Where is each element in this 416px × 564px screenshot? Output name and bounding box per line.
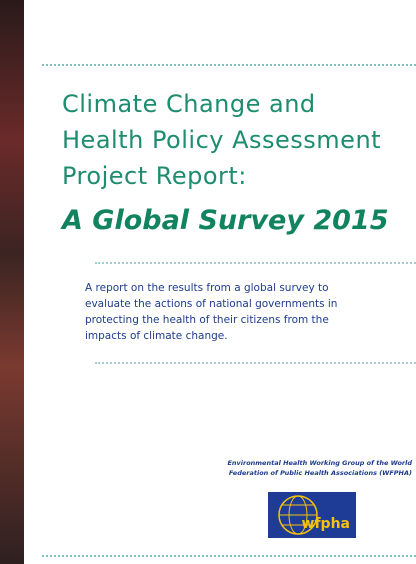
logo: wfpha [268, 492, 356, 538]
top-rule [42, 64, 416, 66]
subtitle: A Global Survey 2015 [62, 205, 389, 236]
logo-text: wfpha [302, 516, 350, 532]
document-page: Climate Change and Health Policy Assessm… [0, 0, 416, 564]
title: Climate Change and Health Policy Assessm… [62, 86, 381, 194]
bottom-rule [42, 555, 416, 557]
organization-line: Federation of Public Health Associations… [227, 468, 412, 478]
summary-line: A report on the results from a global su… [85, 280, 337, 296]
summary-line: evaluate the actions of national governm… [85, 296, 337, 312]
summary: A report on the results from a global su… [85, 280, 337, 344]
organization: Environmental Health Working Group of th… [227, 458, 412, 478]
organization-line: Environmental Health Working Group of th… [227, 458, 412, 468]
divider [95, 362, 416, 364]
title-line: Project Report: [62, 158, 381, 194]
summary-line: protecting the health of their citizens … [85, 312, 337, 328]
divider [95, 262, 416, 264]
side-image [0, 0, 24, 564]
title-line: Health Policy Assessment [62, 122, 381, 158]
title-line: Climate Change and [62, 86, 381, 122]
summary-line: impacts of climate change. [85, 328, 337, 344]
